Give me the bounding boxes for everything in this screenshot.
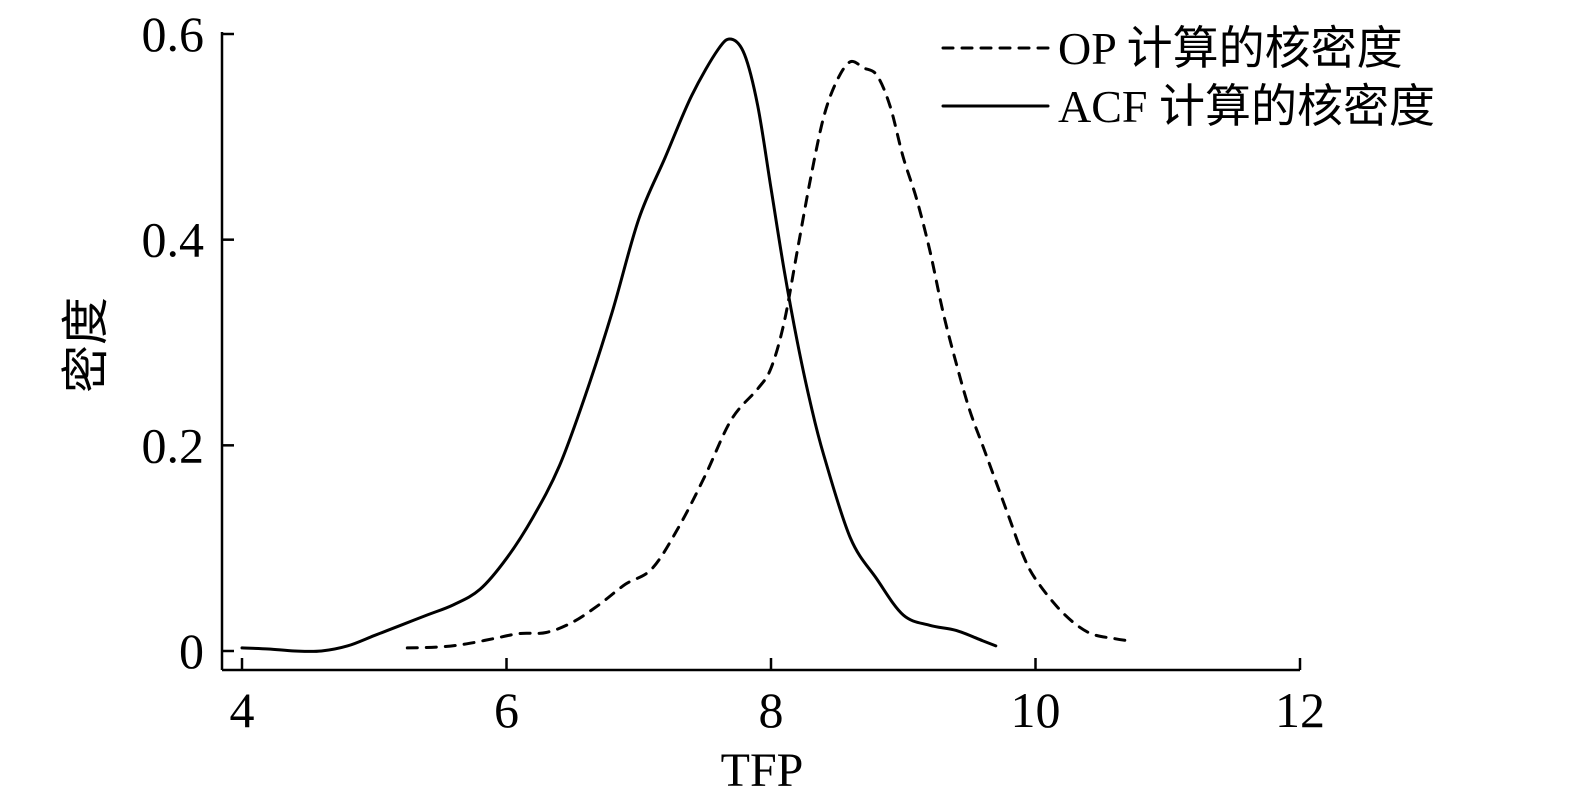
x-tick-label: 12 [1275, 682, 1325, 738]
x-tick-label: 6 [494, 682, 519, 738]
y-tick-label: 0.4 [142, 212, 205, 268]
series-line-op [405, 59, 1130, 650]
series-line-acf [240, 37, 998, 653]
y-tick-label: 0 [179, 623, 204, 679]
y-ticks: 0 0.2 0.4 0.6 [142, 6, 234, 679]
legend-label: OP 计算的核密度 [1058, 23, 1403, 74]
y-tick-label: 0.6 [142, 6, 205, 62]
legend-label: ACF 计算的核密度 [1058, 81, 1435, 132]
x-tick-label: 10 [1011, 682, 1061, 738]
series-layer [240, 37, 1130, 653]
x-ticks: 4 6 8 10 12 [230, 658, 1325, 738]
x-axis-title: TFP [721, 744, 804, 797]
y-axis-title: 密度 [60, 297, 113, 393]
x-tick-label: 4 [230, 682, 255, 738]
y-tick-label: 0.2 [142, 417, 205, 473]
legend: OP 计算的核密度 ACF 计算的核密度 [941, 23, 1435, 132]
axes [220, 32, 1300, 672]
x-tick-label: 8 [759, 682, 784, 738]
